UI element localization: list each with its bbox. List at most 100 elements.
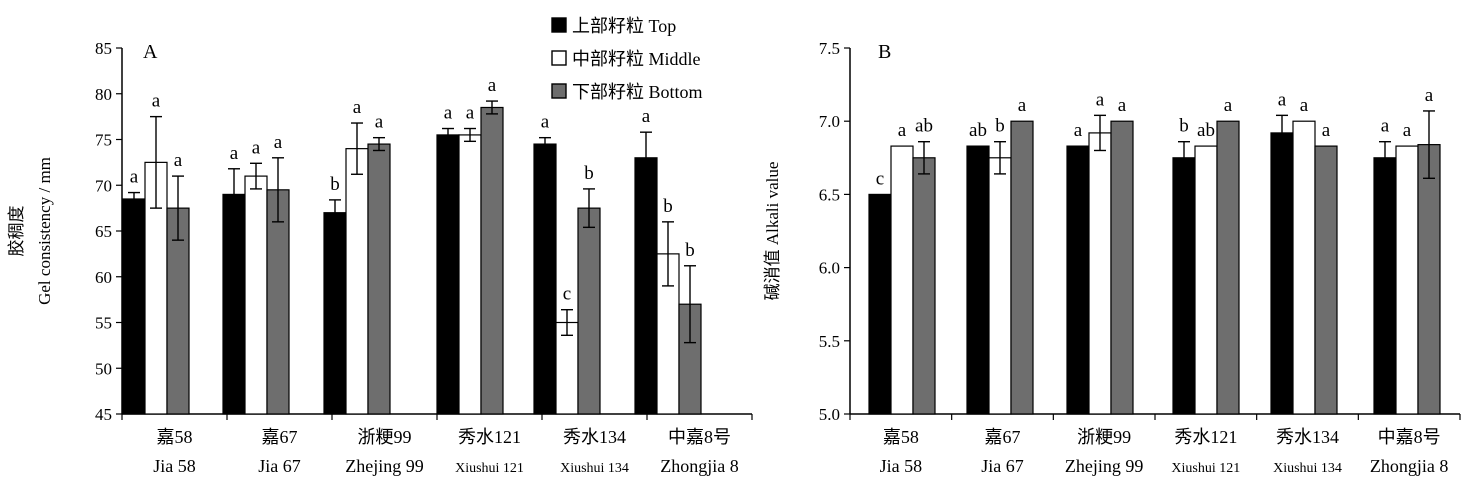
a-y-axis-title-cn: 胶稠度 [7,206,26,257]
b-bar [1417,144,1441,415]
b-significance-letter: c [876,168,884,189]
a-bar [222,193,246,415]
a-bar [122,198,146,415]
b-bar [912,157,936,415]
a-category-label-cn: 秀水134 [563,427,626,447]
b-category-label-cn: 秀水121 [1174,427,1237,447]
a-category-label-en: Jia 58 [153,456,196,476]
b-significance-letter: a [1300,95,1309,116]
b-significance-letter: a [1074,120,1083,141]
a-significance-letter: a [444,103,453,124]
a-category-label-cn: 中嘉8号 [668,427,731,447]
b-significance-letter: ab [915,116,933,137]
a-bar [345,148,369,415]
b-category-label-en: Jia 67 [981,456,1024,476]
legend-label: 中部籽粒 Middle [572,49,701,69]
b-significance-letter: b [1179,116,1189,137]
b-significance-letter: a [1278,89,1287,110]
b-significance-letter: a [1381,116,1390,137]
a-significance-letter: a [174,150,183,171]
b-y-axis-title-group: 碱消值 Alkali value [763,162,782,301]
b-bar [1110,120,1134,415]
b-y-tick-label: 5.0 [819,405,840,424]
b-bar [1066,145,1090,415]
b-significance-letter: ab [1197,120,1215,141]
a-significance-letter: b [685,240,695,261]
b-bar [1373,157,1397,415]
a-bar [323,212,347,415]
b-y-tick-label: 5.5 [819,332,840,351]
b-bar [1314,145,1338,415]
a-category-label-en: Jia 67 [258,456,301,476]
b-category-label-cn: 嘉58 [883,427,919,447]
a-significance-letter: a [642,106,651,127]
a-significance-letter: c [563,284,571,305]
a-significance-letter: b [663,196,673,217]
a-significance-letter: a [130,167,139,188]
a-category-label-cn: 浙粳99 [358,427,412,447]
a-significance-letter: a [274,132,283,153]
a-bar [266,189,290,415]
a-significance-letter: a [230,143,239,164]
b-bar [966,145,990,415]
a-y-tick-label: 85 [95,39,112,58]
b-bar [1172,157,1196,415]
b-bar [890,145,914,415]
b-category-label-cn: 中嘉8号 [1378,427,1441,447]
b-bar [868,193,892,415]
b-bar [1216,120,1240,415]
a-y-tick-label: 55 [95,314,112,333]
b-category-label-en: Xiushui 134 [1273,461,1342,476]
a-significance-letter: a [375,112,384,133]
legend-swatch [551,83,567,99]
b-category-label-en: Xiushui 121 [1171,461,1240,476]
b-category-label-en: Zhejing 99 [1065,456,1144,476]
b-panel-label: B [878,41,891,63]
b-y-tick-label: 7.0 [819,112,840,131]
a-bar [458,134,482,415]
a-y-tick-label: 70 [95,176,112,195]
a-bar [367,143,391,415]
a-significance-letter: a [152,91,161,112]
b-bar [1395,145,1419,415]
b-category-label-en: Zhongjia 8 [1370,456,1449,476]
a-y-tick-label: 65 [95,222,112,241]
b-bar [988,157,1012,415]
b-y-axis-title-cn: 碱消值 [763,245,782,300]
b-significance-letter: a [1322,120,1331,141]
b-significance-letter: a [1403,120,1412,141]
a-bar [555,321,579,415]
b-bar [1292,120,1316,415]
a-bar [533,143,557,415]
a-significance-letter: a [488,75,497,96]
b-significance-letter: a [1224,95,1233,116]
a-bar [436,134,460,415]
a-bar [480,106,504,415]
a-y-tick-label: 60 [95,268,112,287]
a-bar [577,207,601,415]
a-category-label-cn: 嘉67 [262,427,298,447]
a-y-tick-label: 80 [95,85,112,104]
a-category-label-en: Xiushui 134 [560,461,629,476]
a-significance-letter: a [541,112,550,133]
b-significance-letter: b [995,116,1005,137]
a-significance-letter: a [466,103,475,124]
b-y-tick-label: 6.0 [819,259,840,278]
a-significance-letter: a [353,97,362,118]
a-y-axis-title: Gel consistency / mm [35,157,54,305]
b-y-tick-label: 7.5 [819,39,840,58]
a-y-tick-label: 50 [95,359,112,378]
b-category-label-cn: 嘉67 [985,427,1021,447]
b-y-tick-label: 6.5 [819,185,840,204]
b-significance-letter: a [1118,95,1127,116]
b-bar [1088,132,1112,415]
b-category-label-cn: 浙粳99 [1077,427,1131,447]
b-significance-letter: ab [969,120,987,141]
b-category-label-en: Jia 58 [880,456,923,476]
a-y-tick-label: 75 [95,131,112,150]
b-bar [1010,120,1034,415]
a-category-label-en: Zhongjia 8 [660,456,739,476]
